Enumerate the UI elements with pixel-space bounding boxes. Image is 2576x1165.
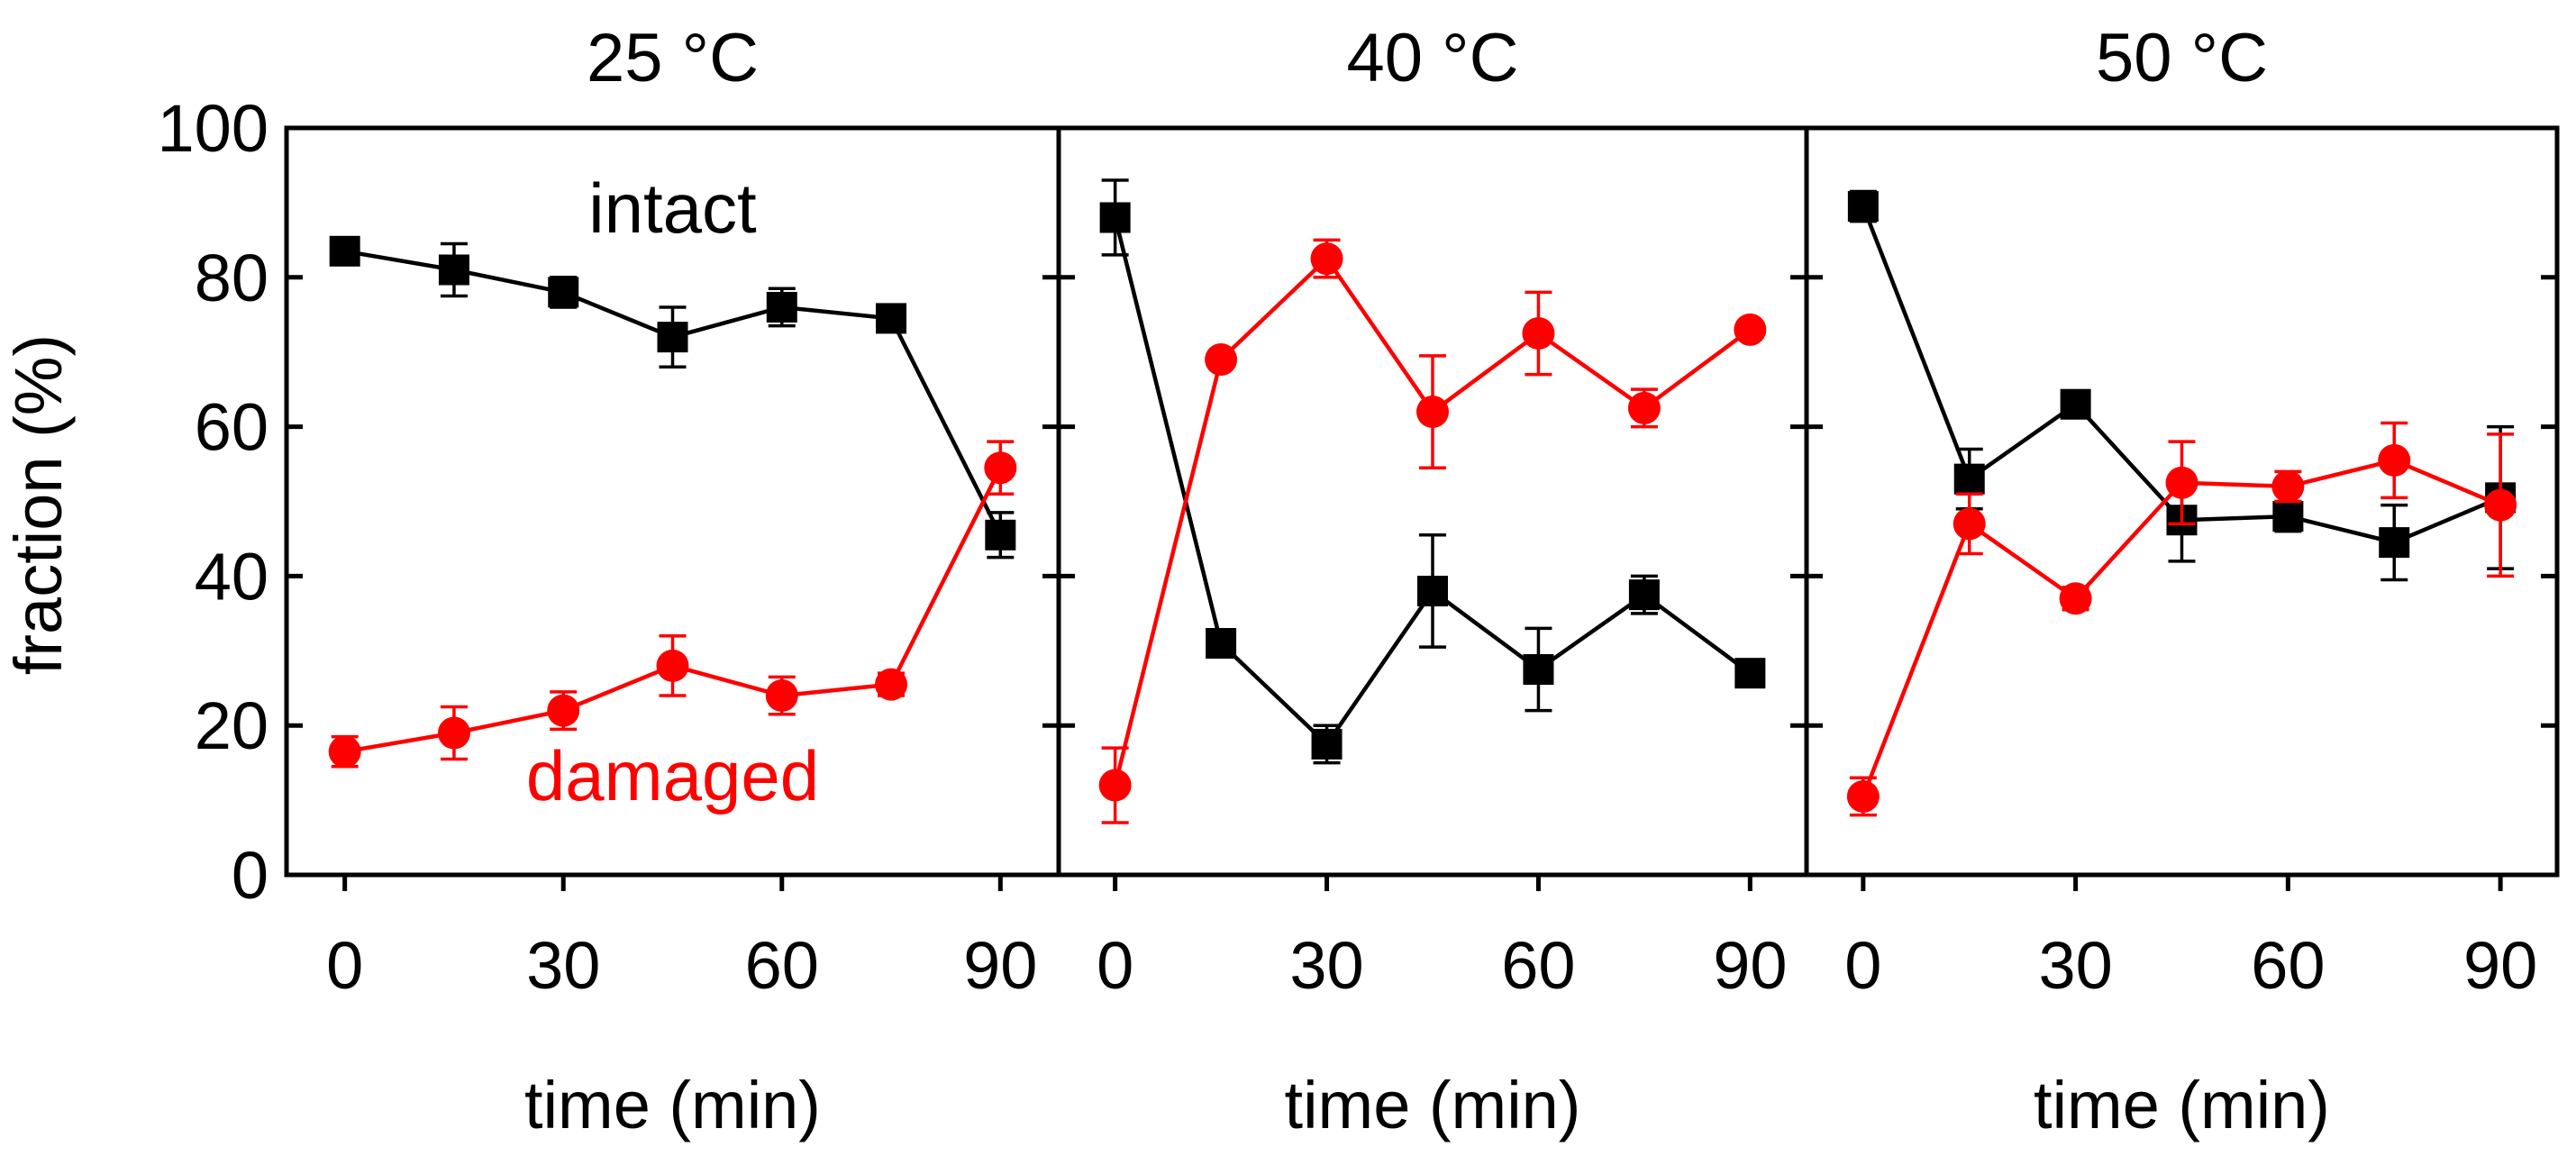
- x-tick-label: 90: [2463, 928, 2537, 1003]
- damaged-point: [1098, 769, 1132, 802]
- x-axis-label: time (min): [2034, 1068, 2330, 1142]
- intact-point: [1417, 575, 1448, 606]
- x-tick-label: 0: [1844, 928, 1881, 1003]
- intact-point: [1523, 654, 1554, 686]
- damaged-point: [765, 679, 798, 713]
- damaged-point: [1205, 342, 1238, 376]
- series-damaged: [1846, 421, 2517, 817]
- intact-point: [1628, 579, 1660, 611]
- series-damaged: [1098, 238, 1767, 824]
- panel-1: 25 °C 0 20 40 60 80 100 0 30 60 90 time (min) intact…: [158, 20, 1061, 1142]
- x-axis-label: time (min): [1285, 1068, 1581, 1142]
- x-tick-label: 30: [1289, 928, 1363, 1003]
- panel-title: 40 °C: [1347, 20, 1519, 96]
- damaged-point: [1416, 396, 1449, 429]
- intact-point: [2379, 527, 2410, 559]
- y-tick-label: 80: [195, 241, 269, 315]
- panel-title: 25 °C: [587, 20, 759, 96]
- panel-title: 50 °C: [2096, 20, 2268, 96]
- x-tick-label: 60: [745, 928, 819, 1003]
- damaged-point: [875, 668, 908, 701]
- y-tick-label: 40: [195, 539, 269, 614]
- series-intact: [1099, 178, 1766, 765]
- series-intact: [329, 235, 1016, 560]
- intact-point: [2272, 501, 2304, 532]
- panel-3: 50 °C 0 30 60 90 time (min): [1804, 20, 2560, 1142]
- panel-2: 40 °C 0 30 60 90 time (min): [1056, 20, 1809, 1142]
- damaged-point: [547, 694, 580, 727]
- intact-point: [1311, 728, 1343, 760]
- damaged-point: [2271, 469, 2305, 503]
- intact-point: [2060, 388, 2091, 420]
- x-tick-label: 30: [526, 928, 600, 1003]
- intact-point: [329, 235, 360, 267]
- intact-point: [438, 254, 469, 286]
- damaged-point: [1846, 779, 1880, 813]
- y-tick-label: 100: [158, 91, 269, 166]
- damaged-point: [1734, 313, 1767, 346]
- intact-point: [1206, 628, 1237, 660]
- intact-line: [1113, 216, 1752, 748]
- damaged-line: [1113, 255, 1752, 787]
- damaged-point: [437, 716, 470, 750]
- damaged-point: [328, 735, 361, 769]
- intact-point: [1847, 191, 1879, 223]
- y-tick-label: 60: [195, 390, 269, 465]
- damaged-point: [1952, 507, 1986, 541]
- damaged-point: [1310, 242, 1343, 276]
- x-tick-label: 90: [963, 928, 1037, 1003]
- damaged-point: [2059, 582, 2092, 615]
- x-axis-label: time (min): [524, 1068, 821, 1142]
- intact-line: [344, 249, 1003, 536]
- damaged-line: [344, 467, 1003, 754]
- panel-frame: [1804, 125, 2560, 878]
- damaged-point: [2165, 466, 2198, 499]
- intact-point: [985, 519, 1016, 551]
- intact-point: [1953, 463, 1985, 495]
- x-tick-label: 60: [2251, 928, 2325, 1003]
- y-tick-label: 0: [232, 838, 269, 913]
- intact-point: [1099, 202, 1131, 233]
- series-damaged: [328, 440, 1017, 769]
- x-tick-label: 90: [1713, 928, 1787, 1003]
- intact-point: [657, 322, 688, 353]
- intact-point: [548, 277, 579, 308]
- x-tick-label: 60: [1501, 928, 1575, 1003]
- intact-point: [876, 303, 907, 334]
- x-tick-label: 30: [2038, 928, 2112, 1003]
- x-tick-label: 0: [326, 928, 363, 1003]
- x-tick-label: 0: [1097, 928, 1133, 1003]
- damaged-point: [1522, 316, 1555, 350]
- damaged-point: [984, 451, 1017, 485]
- intact-point: [1734, 658, 1766, 689]
- annotation-damaged: damaged: [526, 736, 819, 815]
- annotation-intact: intact: [588, 168, 757, 248]
- y-tick-label: 20: [195, 688, 269, 763]
- damaged-point: [656, 649, 689, 682]
- panel-frame: [1056, 125, 1809, 878]
- damaged-point: [2378, 443, 2411, 477]
- intact-point: [766, 291, 797, 323]
- y-axis-label: fraction (%): [1, 334, 76, 675]
- damaged-point: [2484, 488, 2517, 522]
- panels: 25 °C 0 20 40 60 80 100 0 30 60 90 time (min) intact…: [158, 20, 2560, 1142]
- damaged-point: [1627, 391, 1661, 424]
